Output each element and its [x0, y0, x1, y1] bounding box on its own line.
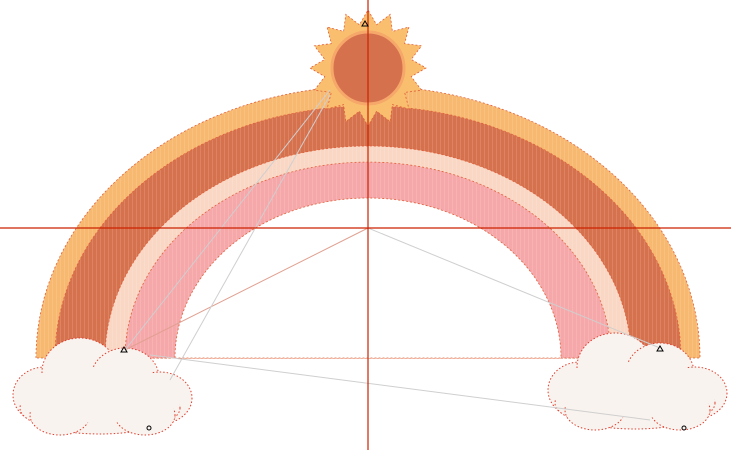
page: (() => { const NS = 'http://www.w3.org/2…	[0, 0, 731, 450]
cloud-fill	[15, 367, 185, 423]
cloud-fill	[550, 362, 720, 418]
design-canvas	[0, 0, 731, 450]
